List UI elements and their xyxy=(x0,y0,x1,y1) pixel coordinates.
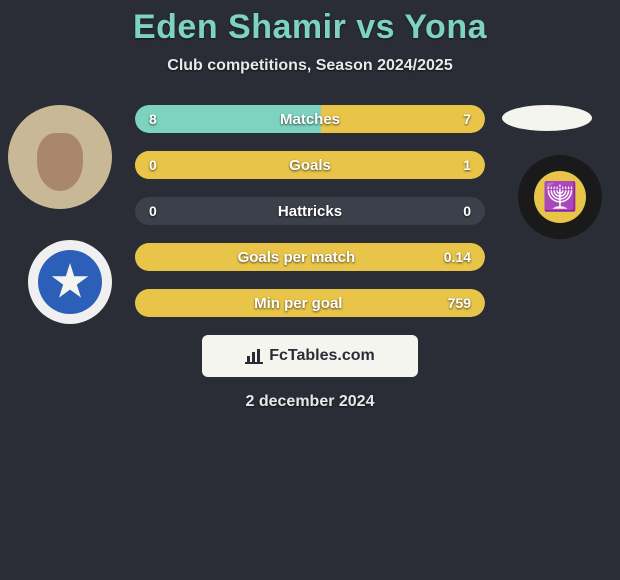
chart-icon xyxy=(245,348,263,364)
main-region: 🕎 8 Matches 7 0 Goals 1 0 Hattricks 0 Goals per m… xyxy=(0,105,620,411)
stat-label: Matches xyxy=(280,111,340,128)
stat-value-right: 759 xyxy=(448,295,471,311)
stat-row: Goals per match 0.14 xyxy=(135,243,485,271)
stat-value-left: 0 xyxy=(149,203,157,219)
stat-row: 0 Goals 1 xyxy=(135,151,485,179)
date-label: 2 december 2024 xyxy=(0,393,620,411)
branding-text: FcTables.com xyxy=(269,347,375,365)
club-left-inner xyxy=(38,250,102,314)
club-right-inner: 🕎 xyxy=(534,171,586,223)
comparison-card: Eden Shamir vs Yona Club competitions, S… xyxy=(0,0,620,411)
stat-value-right: 0.14 xyxy=(444,249,471,265)
stat-value-right: 7 xyxy=(463,111,471,127)
stat-value-left: 0 xyxy=(149,157,157,173)
stat-value-right: 0 xyxy=(463,203,471,219)
stat-label: Min per goal xyxy=(254,295,342,312)
player-right-avatar xyxy=(502,105,592,131)
star-icon xyxy=(51,263,89,301)
club-right-badge: 🕎 xyxy=(518,155,602,239)
player-left-avatar xyxy=(8,105,112,209)
stat-row: 8 Matches 7 xyxy=(135,105,485,133)
menorah-icon: 🕎 xyxy=(543,183,578,211)
branding-badge[interactable]: FcTables.com xyxy=(202,335,418,377)
subtitle: Club competitions, Season 2024/2025 xyxy=(0,57,620,75)
stat-row: Min per goal 759 xyxy=(135,289,485,317)
stat-value-left: 8 xyxy=(149,111,157,127)
stat-fill-right xyxy=(321,105,486,133)
stat-row: 0 Hattricks 0 xyxy=(135,197,485,225)
stats-list: 8 Matches 7 0 Goals 1 0 Hattricks 0 Goals per mat… xyxy=(135,105,485,317)
stat-label: Hattricks xyxy=(278,203,342,220)
stat-label: Goals per match xyxy=(238,249,356,266)
stat-value-right: 1 xyxy=(463,157,471,173)
stat-label: Goals xyxy=(289,157,331,174)
page-title: Eden Shamir vs Yona xyxy=(0,8,620,47)
club-left-badge xyxy=(28,240,112,324)
